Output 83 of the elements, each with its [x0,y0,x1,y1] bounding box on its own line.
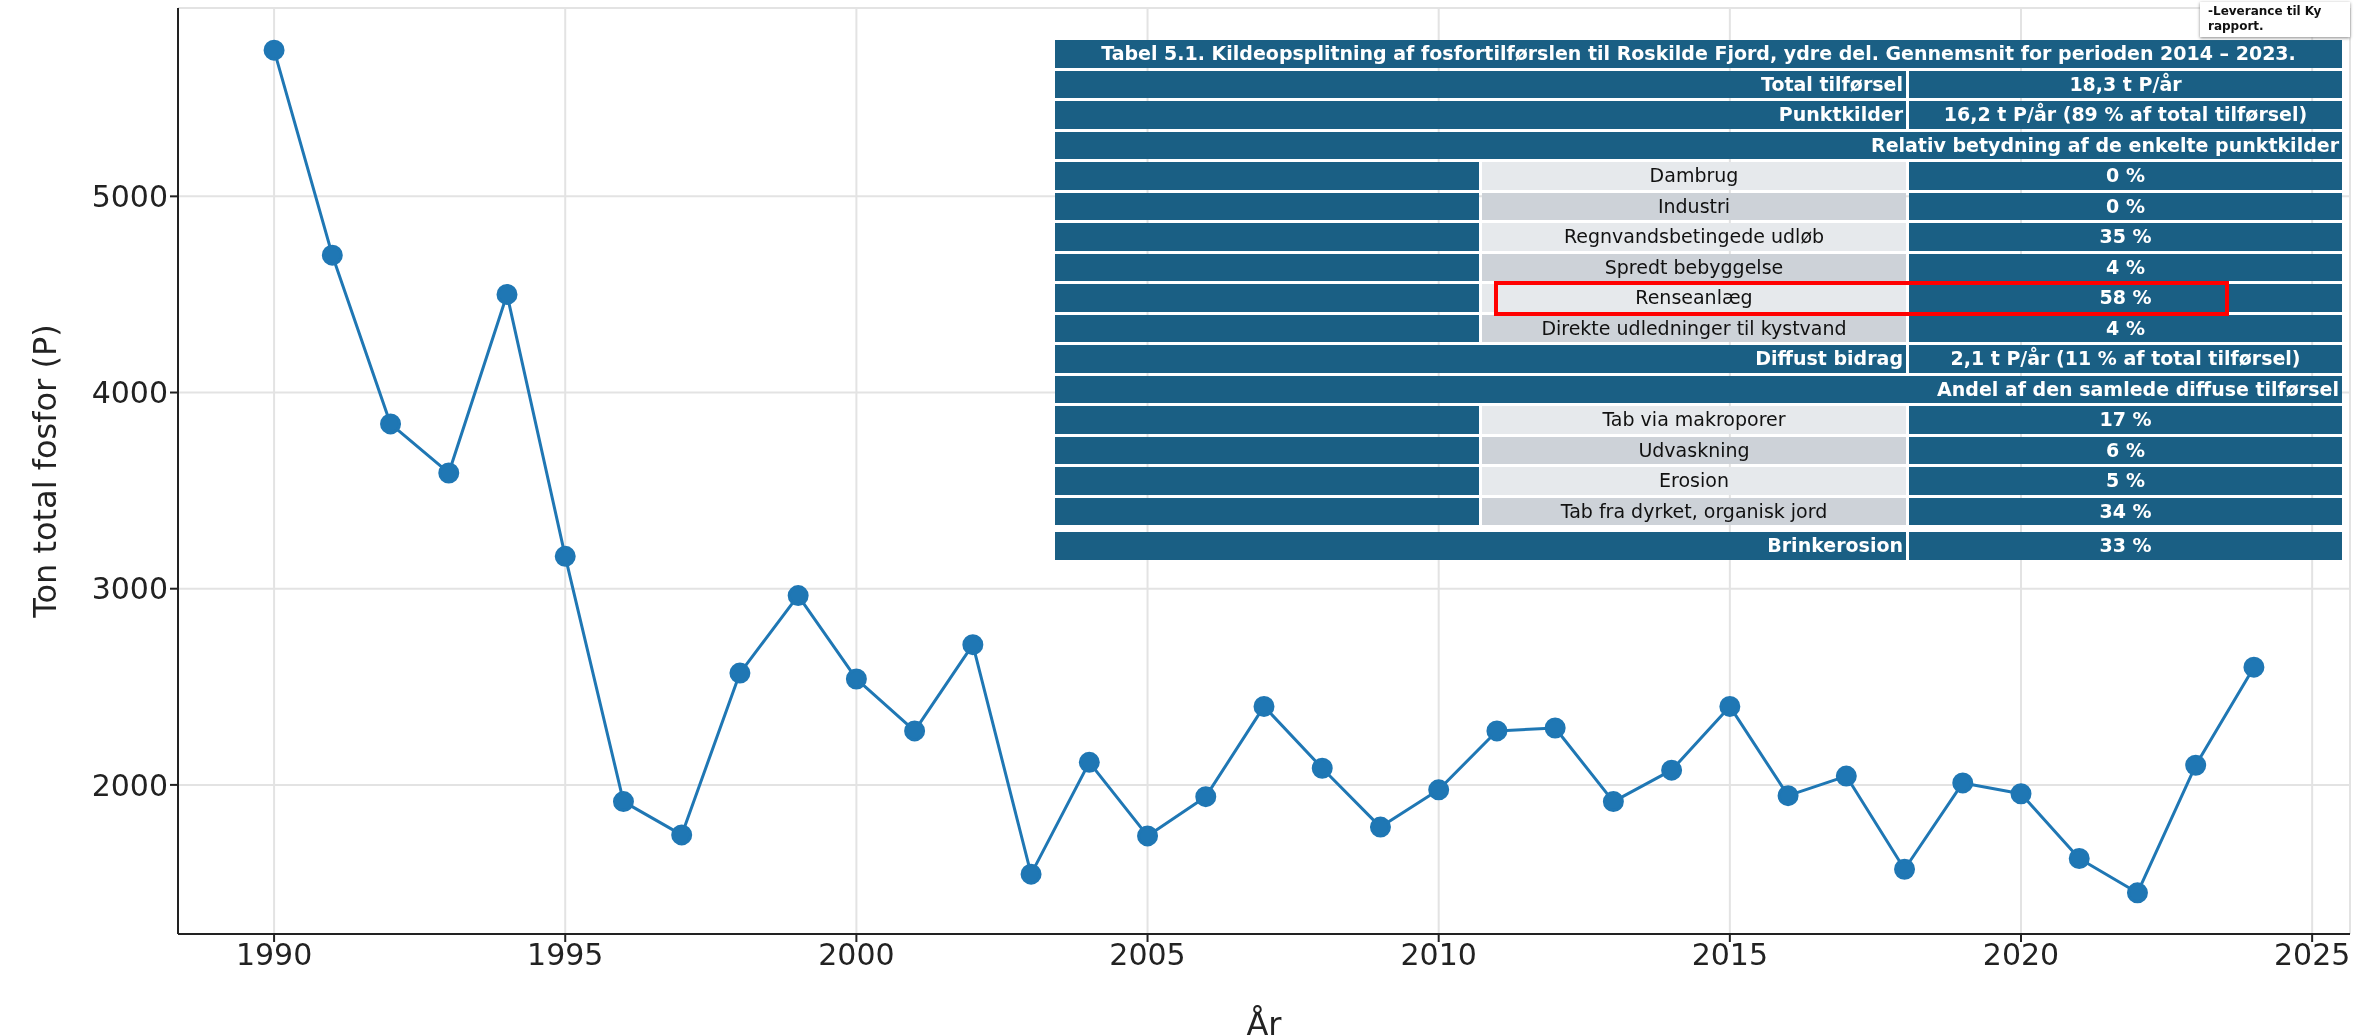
category-label: Tab fra dyrket, organisk jord [1482,497,1906,525]
x-tick-label: 2005 [1109,937,1186,973]
category-label: Erosion [1482,467,1906,495]
point [1544,717,1566,739]
point [321,244,343,266]
text: 4 % [2106,255,2145,278]
text: 35 % [2099,225,2152,247]
x-tick-label: 1990 [235,937,313,973]
point [1369,816,1391,838]
text: 16,2 t P/år (89 % af total tilførsel) [1943,103,2308,125]
text: 6 % [2106,438,2145,461]
text: 4 % [2106,316,2145,339]
point [845,668,867,690]
x-tick-label: 2020 [1982,937,2060,973]
category-label: Direkte udledninger til kystvand [1482,314,1906,342]
point [1952,772,1974,794]
point [2068,847,2090,869]
category-label: Punktkilder [1055,101,1906,129]
point [904,720,926,742]
x-axis-title: År [1246,1005,1283,1035]
point [671,824,693,846]
point [1602,791,1624,813]
text: 17 % [2099,408,2152,430]
point [1253,695,1275,717]
x-tick-label: 1995 [527,937,604,973]
point [554,545,576,567]
y-axis-title: Ton total fosfor (P) [26,324,65,619]
point [1195,786,1217,808]
text: Tabel 5.1. Kildeopsplitning af fosfortilførslen til Roskilde Fjord, ydre del. Gennemsnit for perioden 2014 – 2023. [1055,40,2342,68]
point [612,791,634,813]
point [729,662,751,684]
annotation: rapport. [2208,19,2265,34]
category-label: Spredt bebyggelse [1482,253,1906,281]
annotation: -Leverance til Ky [2208,4,2323,19]
text: 18,3 t P/år [2069,72,2182,95]
category-label: Total tilførsel [1055,70,1906,98]
text: 34 % [2099,499,2152,522]
category-label: Udvaskning [1482,436,1906,464]
point [962,634,984,656]
category-label: Regnvandsbetingede udløb [1482,223,1906,251]
point [1719,695,1741,717]
point [380,413,402,435]
point [1894,858,1916,880]
point [1428,779,1450,801]
paper-note: -Leverance til Ky rapport. [2200,2,2350,37]
point [1835,765,1857,787]
point [2243,656,2265,678]
point [1486,720,1508,742]
point [2126,882,2148,904]
point [1777,785,1799,807]
point [263,39,285,61]
text: 2,1 t P/år (11 % af total tilførsel) [1950,347,2301,369]
y-tick-label: 2000 [91,767,168,803]
text: 58 % [2099,286,2152,308]
x-tick-label: 2010 [1400,937,1477,973]
point [1078,751,1100,773]
point [2010,783,2032,805]
category-label: Renseanlæg [1482,284,1906,312]
point [438,462,460,484]
text: 0 % [2106,194,2145,217]
point [1020,863,1042,885]
text: 0 % [2106,164,2145,186]
point [496,283,518,305]
y-tick-label: 5000 [91,178,168,214]
point [1311,757,1333,779]
y-tick-label: 4000 [91,375,168,411]
x-tick-label: 2000 [818,937,895,973]
text: 5 % [2106,469,2145,491]
category-label: Tab via makroporer [1482,406,1906,434]
category-label: Brinkerosion [1055,532,1906,560]
y-tick-label: 3000 [91,571,168,607]
point [1661,759,1683,781]
x-tick-label: 2015 [1691,937,1769,973]
point [787,585,809,607]
x-tick-label: 2025 [2273,937,2351,973]
category-label: Industri [1482,192,1906,220]
point [2185,754,2207,776]
category-label: Dambrug [1482,162,1906,190]
point [1137,825,1159,847]
category-label: Diffust bidrag [1055,345,1906,373]
category-label: Relativ betydning af de enkelte punktkilder [1055,131,2342,159]
text: 33 % [2099,534,2152,556]
category-label: Andel af den samlede diffuse tilførsel [1055,375,2342,403]
